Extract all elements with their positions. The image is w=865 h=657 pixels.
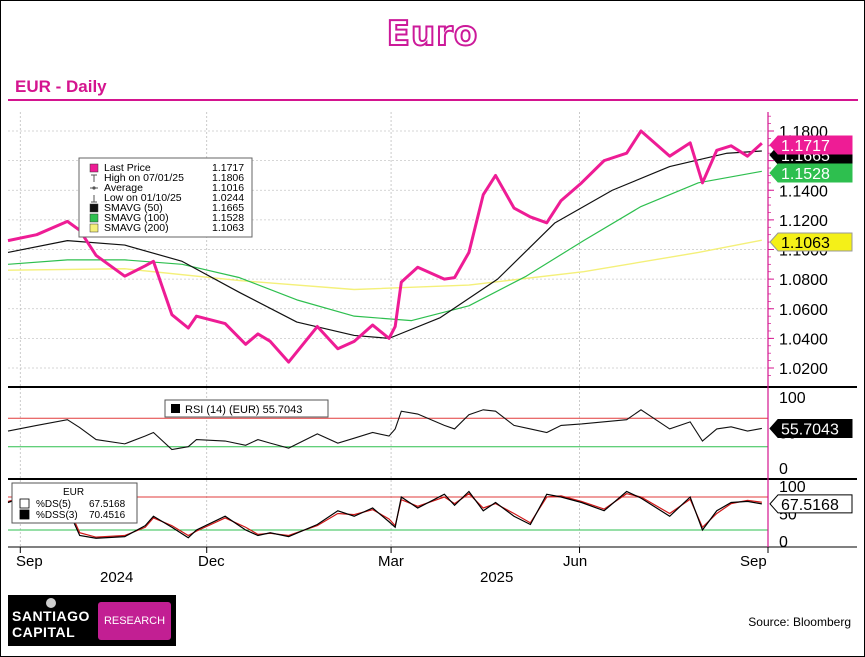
y-tick-label: 1.0400 bbox=[779, 331, 828, 348]
source-note: Source: Bloomberg bbox=[748, 615, 851, 629]
x-month-label: Dec bbox=[198, 553, 225, 570]
axes-layer: 1.18001.16001.14001.12001.10001.08001.06… bbox=[8, 112, 857, 586]
logo-line2: CAPITAL bbox=[12, 624, 76, 640]
legend-label: Low on 01/10/25 bbox=[104, 192, 182, 204]
x-month-label: Sep bbox=[16, 553, 43, 570]
rsi-tag-text: 55.7043 bbox=[781, 421, 839, 438]
rsi-legend-swatch bbox=[171, 404, 180, 413]
legend-swatch bbox=[89, 163, 99, 173]
legend-label: SMAVG (50) bbox=[104, 202, 163, 214]
y-tick-label: 1.0200 bbox=[779, 361, 828, 378]
legend-label: Average bbox=[104, 182, 143, 194]
rsi-line bbox=[7, 409, 762, 451]
sma100-layer bbox=[7, 170, 762, 322]
research-badge: RESEARCH bbox=[98, 602, 171, 640]
sma200-line bbox=[7, 239, 762, 291]
stoch-legend-swatch bbox=[19, 498, 30, 509]
stoch-layer: EUR%DS(5) 67.5168 %DSS(3) 70.4516 bbox=[7, 482, 768, 539]
y-tick-label: 1.0600 bbox=[779, 302, 828, 319]
legend-value: 1.1063 bbox=[212, 222, 244, 234]
legend-swatch bbox=[89, 203, 99, 213]
chart-title: Euro bbox=[386, 13, 479, 55]
legend-label: SMAVG (200) bbox=[104, 222, 169, 234]
x-year-label: 2024 bbox=[100, 569, 133, 586]
legend-swatch bbox=[89, 213, 99, 223]
rsi-legend-text: RSI (14) (EUR) 55.7043 bbox=[185, 404, 302, 416]
subtitle-rule bbox=[8, 99, 858, 101]
last-price-tag: 1.1717 bbox=[769, 135, 853, 155]
stoch-legend-label: %DSS(3) bbox=[36, 510, 78, 521]
rsi-tag: 55.7043 bbox=[769, 418, 853, 438]
sma200-tag-shape bbox=[769, 232, 853, 252]
y-tick-label: 1.1200 bbox=[779, 213, 828, 230]
legend-box bbox=[78, 157, 253, 238]
stoch-legend-swatch bbox=[19, 509, 30, 520]
x-month-label: Sep bbox=[740, 553, 767, 570]
rsi-tag-shape bbox=[769, 418, 853, 438]
legend-label: Last Price bbox=[104, 162, 151, 174]
stoch-legend-label: %DS(5) bbox=[36, 499, 71, 510]
stoch-tag: 67.5168 bbox=[769, 494, 853, 514]
sma100-tag-text: 1.1528 bbox=[781, 166, 830, 183]
rsi-tick-label: 100 bbox=[779, 390, 806, 407]
legend-value: 1.1665 bbox=[212, 202, 244, 214]
ds-line bbox=[7, 490, 762, 539]
sma200-tag-text: 1.1063 bbox=[781, 235, 830, 252]
legend-value: 1.1717 bbox=[212, 162, 244, 174]
stoch-legend-value: 67.5168 bbox=[89, 499, 126, 510]
rsi-tick-label: 0 bbox=[779, 461, 788, 478]
logo-globe-icon bbox=[46, 598, 56, 608]
logo-line1: SANTIAGO bbox=[12, 608, 90, 624]
stoch-tag-text: 67.5168 bbox=[781, 497, 839, 514]
price-line bbox=[7, 129, 763, 364]
rsi-layer: RSI (14) (EUR) 55.7043 bbox=[7, 399, 768, 451]
sma200-layer bbox=[7, 239, 762, 291]
legend-value: 1.1806 bbox=[212, 172, 244, 184]
legend-value: 1.1016 bbox=[212, 182, 244, 194]
last-price-tag-text: 1.1717 bbox=[781, 138, 830, 155]
legend-swatch bbox=[89, 223, 99, 233]
legend-value: 1.1528 bbox=[212, 212, 244, 224]
x-month-label: Jun bbox=[563, 553, 587, 570]
rsi-legend-box bbox=[164, 399, 329, 418]
price-layer bbox=[7, 129, 763, 364]
stoch-tick-label: 100 bbox=[779, 479, 806, 496]
stoch-legend-title: EUR bbox=[63, 487, 84, 498]
rsi-legend: RSI (14) (EUR) 55.7043 bbox=[164, 399, 329, 418]
last-price-tag-shape bbox=[769, 135, 853, 155]
x-year-label: 2025 bbox=[480, 569, 513, 586]
stoch-legend-box bbox=[11, 482, 138, 524]
average-marker-dot bbox=[92, 186, 96, 190]
sma100-tag-shape bbox=[769, 163, 853, 183]
y-tick-label: 1.1400 bbox=[779, 183, 828, 200]
sma200-tag: 1.1063 bbox=[769, 232, 853, 252]
legend-label: SMAVG (100) bbox=[104, 212, 169, 224]
sma100-line bbox=[7, 170, 762, 322]
legend-layer: Last Price 1.1717 High on 07/01/25 1.1806 Av… bbox=[78, 157, 253, 238]
y-tick-label: 1.0800 bbox=[779, 272, 828, 289]
sma100-tag: 1.1528 bbox=[769, 163, 853, 183]
stoch-tick-label: 0 bbox=[779, 534, 788, 551]
legend-value: 1.0244 bbox=[212, 192, 244, 204]
stoch-legend: EUR%DS(5) 67.5168 %DSS(3) 70.4516 bbox=[11, 482, 138, 524]
stoch-legend-value: 70.4516 bbox=[89, 510, 126, 521]
legend-label: High on 07/01/25 bbox=[104, 172, 184, 184]
santiago-capital-logo: SANTIAGO CAPITAL RESEARCH bbox=[8, 595, 176, 646]
x-month-label: Mar bbox=[378, 553, 404, 570]
stoch-tag-shape bbox=[769, 494, 853, 514]
chart-subtitle: EUR - Daily bbox=[15, 77, 107, 96]
